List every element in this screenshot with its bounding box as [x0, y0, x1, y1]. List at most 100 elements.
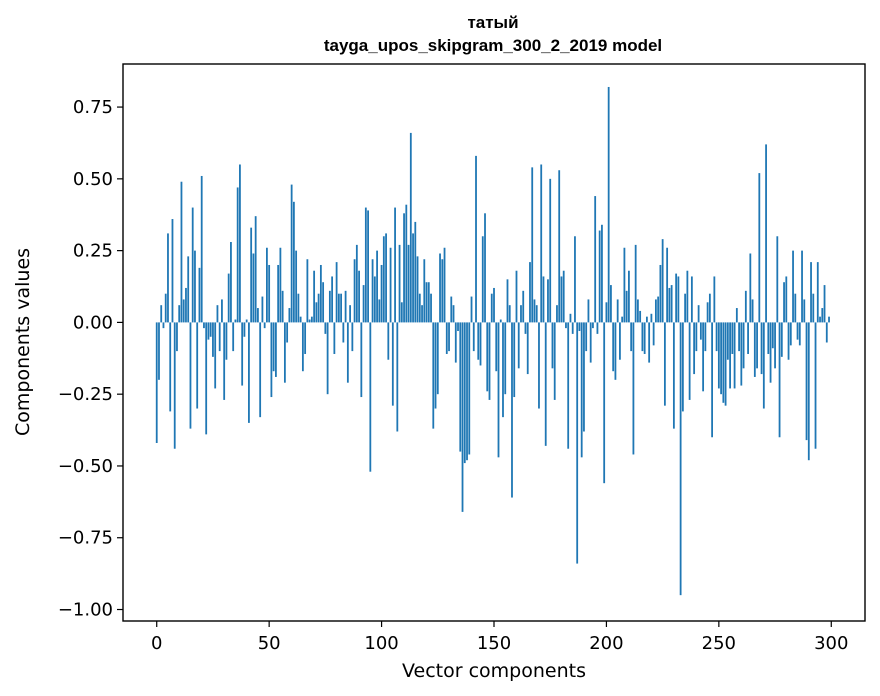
bar	[378, 299, 381, 323]
bar	[301, 322, 304, 372]
x-tick-label: 0	[151, 633, 162, 654]
bar	[526, 322, 529, 375]
bar	[661, 239, 664, 323]
bar	[812, 293, 815, 323]
bar	[556, 305, 558, 323]
bar	[634, 244, 637, 323]
bar	[771, 322, 774, 349]
bar	[810, 262, 812, 323]
bar	[684, 293, 687, 323]
y-tick-label: −0.25	[58, 384, 113, 405]
bar	[391, 322, 394, 406]
bar	[279, 247, 282, 323]
bar	[470, 296, 473, 323]
y-tick-label: 0.25	[73, 241, 113, 262]
bar	[819, 316, 821, 323]
bar	[459, 322, 462, 452]
bar	[425, 282, 428, 323]
bar	[182, 299, 185, 323]
bar	[774, 322, 776, 369]
bar	[490, 293, 493, 323]
bar	[499, 319, 502, 323]
bar	[364, 207, 367, 323]
y-axis-label: Components values	[12, 248, 34, 436]
bar	[216, 305, 219, 323]
bar	[760, 322, 763, 375]
bar	[349, 305, 351, 323]
bar	[333, 322, 336, 354]
bar	[176, 322, 178, 352]
bar	[571, 322, 574, 334]
bar	[331, 276, 334, 323]
bar	[778, 322, 781, 438]
bar	[533, 299, 536, 323]
bar	[742, 322, 745, 369]
bar	[814, 322, 817, 449]
bar	[540, 164, 543, 323]
bar	[457, 322, 459, 332]
bar	[569, 313, 572, 323]
bar	[466, 322, 468, 461]
bar	[486, 322, 489, 392]
bar	[189, 322, 192, 429]
bar	[306, 259, 309, 323]
bar	[607, 86, 610, 323]
bar	[488, 322, 491, 400]
bar	[277, 264, 280, 323]
bar	[708, 293, 711, 323]
x-tick-label: 100	[364, 633, 398, 654]
bar	[355, 244, 358, 323]
bar	[614, 322, 617, 380]
x-tick-label: 300	[814, 633, 848, 654]
bar	[310, 316, 313, 323]
bar	[578, 322, 581, 332]
bar	[621, 316, 624, 323]
bar	[196, 322, 199, 409]
bar	[587, 299, 590, 323]
bar	[677, 276, 680, 323]
bar	[769, 322, 772, 383]
bar	[441, 259, 444, 323]
bar	[508, 305, 511, 323]
x-axis-label: Vector components	[402, 660, 586, 682]
y-tick-label: −1.00	[58, 600, 113, 621]
bar	[666, 247, 669, 323]
bar	[524, 322, 527, 334]
bar	[695, 322, 698, 352]
bar	[717, 322, 720, 389]
bar	[297, 293, 300, 323]
bar	[562, 270, 565, 323]
bar	[205, 322, 208, 435]
bar	[596, 322, 599, 334]
bar	[740, 322, 743, 386]
bar	[542, 276, 545, 323]
bar	[619, 322, 621, 360]
bar	[475, 155, 477, 323]
bar	[765, 144, 767, 323]
bar	[497, 322, 500, 458]
bar	[382, 236, 385, 323]
bar	[427, 282, 430, 323]
bar	[547, 279, 549, 323]
bar	[560, 276, 563, 323]
bar	[484, 213, 486, 323]
bar	[472, 322, 475, 352]
bar	[230, 242, 232, 323]
bar	[414, 221, 417, 323]
bar	[275, 322, 277, 377]
bar	[738, 322, 740, 352]
bar	[823, 285, 826, 323]
bar	[167, 233, 169, 323]
bar	[553, 322, 556, 400]
bar	[515, 270, 518, 323]
bar	[398, 244, 401, 323]
bar	[236, 187, 239, 323]
bar	[358, 270, 360, 323]
bar	[380, 264, 383, 323]
y-tick-label: 0.00	[73, 312, 113, 333]
bar	[675, 273, 678, 323]
bar	[173, 322, 176, 449]
bar	[585, 322, 588, 352]
bar	[722, 322, 725, 403]
bar	[160, 305, 163, 323]
